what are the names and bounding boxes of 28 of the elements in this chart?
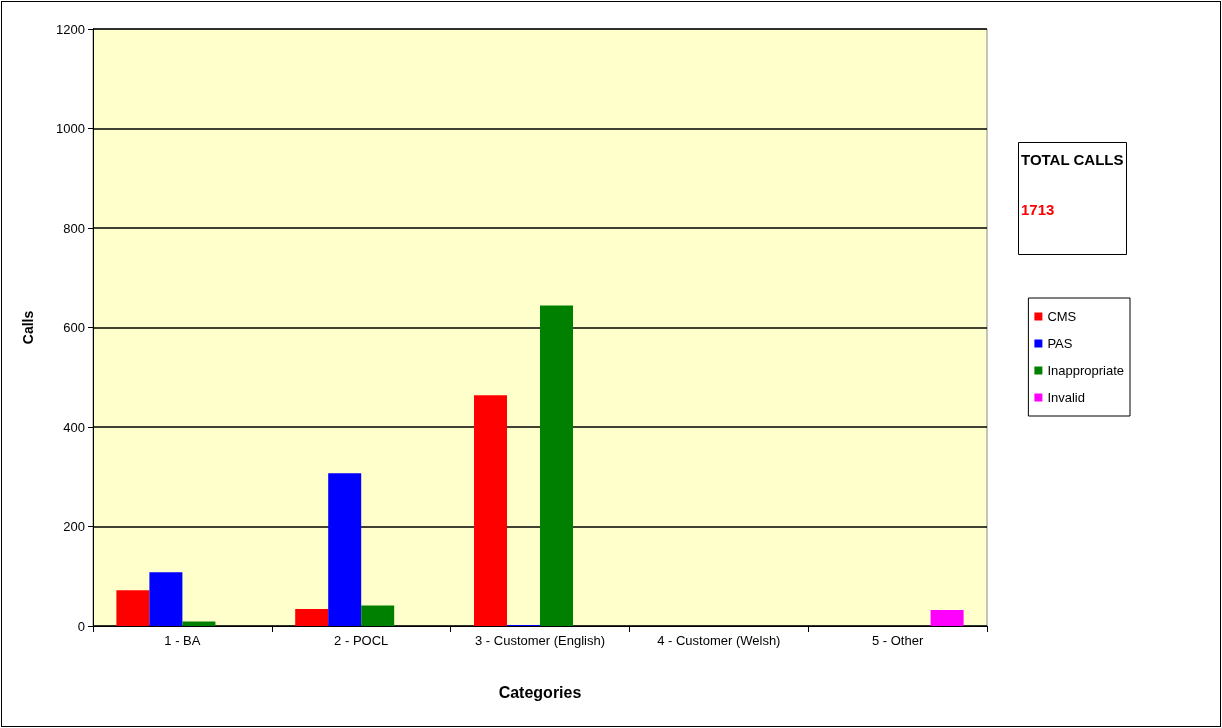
y-tick-label: 600: [63, 320, 85, 335]
x-tick-label: 5 - Other: [871, 633, 924, 648]
bar: [116, 590, 150, 626]
legend-label: Inappropriate: [1047, 363, 1125, 378]
legend-label: CMS: [1047, 309, 1077, 324]
bar: [361, 605, 395, 626]
y-tick-label: 200: [63, 519, 85, 534]
y-tick-label: 800: [63, 220, 85, 236]
x-tick-label: 3 - Customer (English): [474, 633, 606, 648]
bar: [149, 572, 183, 626]
text: TOTAL CALLS: [1021, 151, 1124, 168]
text: 1713: [1021, 201, 1055, 218]
bar: [930, 610, 964, 626]
legend-label: PAS: [1047, 336, 1073, 351]
x-axis-title: Categories: [498, 683, 582, 701]
bar: [328, 473, 362, 626]
bar: [295, 609, 329, 626]
y-tick-label: 1000: [56, 121, 85, 136]
x-tick-label: 4 - Customer (Welsh): [657, 633, 781, 648]
y-tick-label: 1200: [56, 21, 85, 37]
bar: [474, 395, 507, 626]
y-tick-label: 400: [63, 419, 85, 435]
y-tick-label: 0: [77, 618, 85, 634]
x-tick-label: 1 - BA: [164, 633, 201, 648]
legend-label: Invalid: [1047, 390, 1085, 405]
x-tick-label: 2 - POCL: [334, 633, 389, 648]
y-axis-title: Calls: [20, 310, 36, 345]
bar: [540, 305, 573, 626]
